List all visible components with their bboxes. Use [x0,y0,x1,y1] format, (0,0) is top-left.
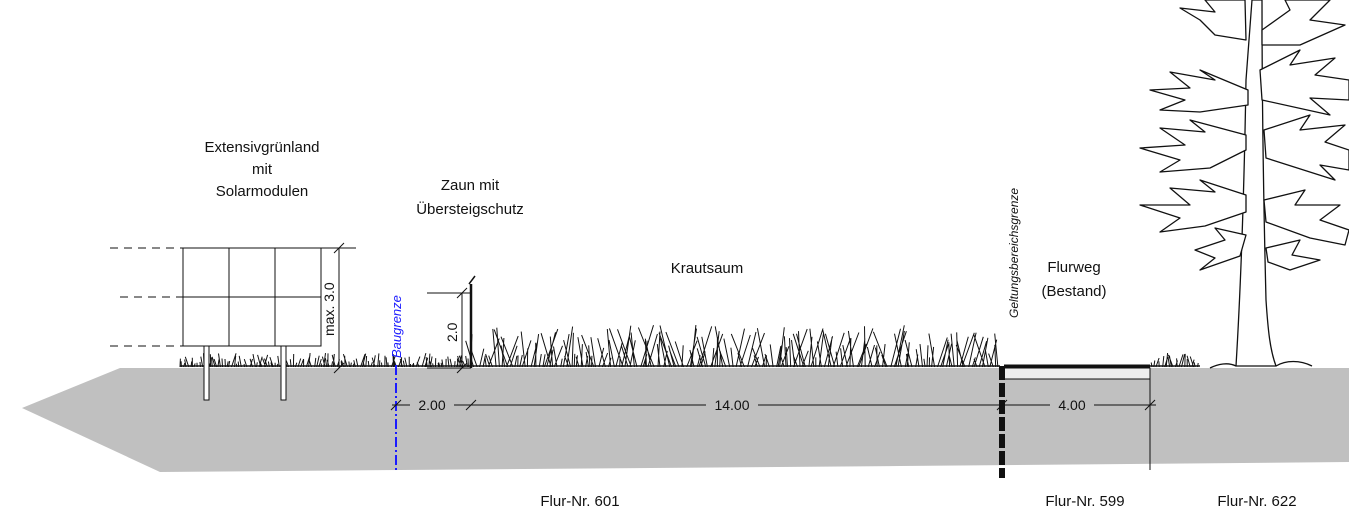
strip-width-value: 14.00 [714,397,749,413]
path-surface [1003,367,1151,380]
setback-value: 2.00 [418,397,445,413]
grassland-label-line-2: mit [252,161,273,178]
building-line-label: Baugrenze [389,295,404,358]
fence-label-line-1: Zaun mit [441,177,500,194]
tree-icon [1139,0,1349,369]
fence-label-line-2: Übersteigschutz [416,200,524,218]
boundary-label: Geltungsbereichsgrenze [1007,188,1021,318]
module-height-dimension [333,242,345,374]
path-label-line-1: Flurweg [1047,259,1100,276]
grassland-label-line-3: Solarmodulen [216,183,309,200]
grassland-label: Extensivgrünland mit Solarmodulen [204,139,319,200]
path-label: Flurweg (Bestand) [1041,259,1106,300]
width-dimension-line [390,368,1156,470]
path-width-value: 4.00 [1058,397,1085,413]
fence-icon [427,275,476,374]
path-label-line-2: (Bestand) [1041,283,1106,300]
module-height-value: max. 3.0 [321,282,337,336]
grassland-label-line-1: Extensivgrünland [204,139,319,156]
fence-height-value: 2.0 [444,322,460,342]
parcel-label-622: Flur-Nr. 622 [1217,493,1296,510]
strip-label: Krautsaum [671,260,744,277]
parcel-label-599: Flur-Nr. 599 [1045,493,1124,510]
ground-section [22,368,1349,472]
fence-label: Zaun mit Übersteigschutz [416,177,524,218]
parcel-label-601: Flur-Nr. 601 [540,493,619,510]
solar-module-icon [110,247,356,401]
